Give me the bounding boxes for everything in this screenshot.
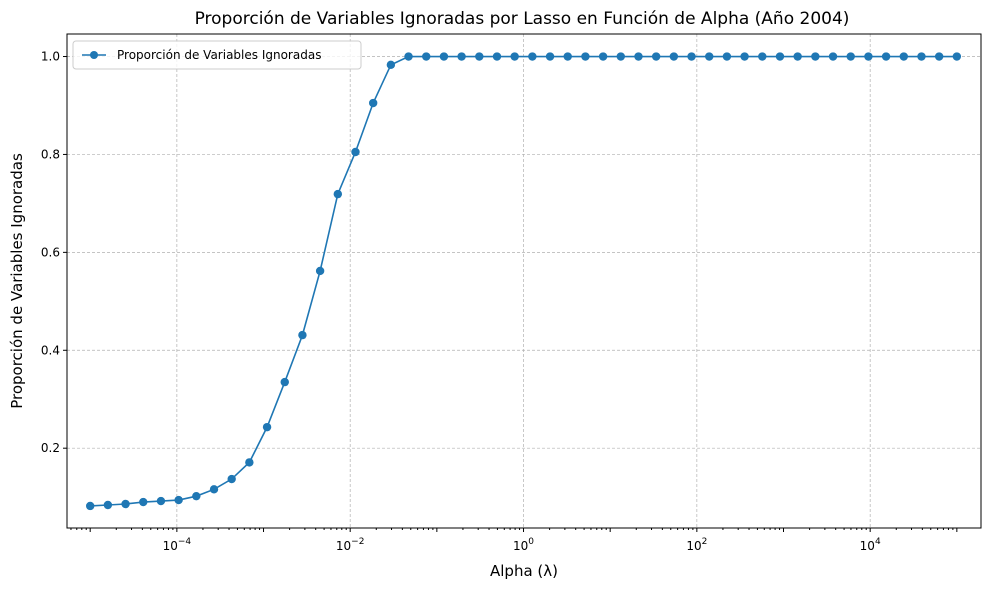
data-point — [298, 330, 307, 340]
data-point — [280, 377, 289, 387]
data-point — [881, 52, 891, 61]
data-point — [952, 52, 962, 61]
data-point — [563, 52, 572, 61]
y-tick-label: 1.0 — [41, 50, 60, 64]
x-tick-label: 102 — [686, 537, 707, 553]
data-point — [740, 52, 749, 61]
y-tick-label: 0.8 — [41, 147, 60, 161]
data-point — [811, 52, 820, 61]
data-point — [828, 52, 838, 61]
data-point — [227, 474, 236, 484]
data-point — [386, 60, 396, 70]
data-point — [439, 52, 449, 61]
data-point — [598, 52, 608, 61]
data-point — [245, 458, 254, 467]
data-point — [209, 485, 219, 494]
y-axis-label: Proporción de Variables Ignoradas — [8, 153, 26, 409]
legend: Proporción de Variables Ignoradas — [72, 40, 362, 70]
data-point — [581, 52, 590, 61]
data-point — [492, 52, 502, 61]
data-point — [758, 52, 767, 61]
data-point — [545, 52, 555, 61]
data-point — [510, 52, 519, 61]
data-point — [174, 495, 183, 505]
y-tick-label: 0.4 — [41, 343, 60, 357]
x-tick-label: 10−4 — [163, 537, 192, 553]
data-point — [793, 52, 802, 61]
data-point — [917, 52, 926, 61]
axis-ticks: 10−4 10−2 100 102 104 0.2 0.4 0.6 0.8 1.0 — [41, 50, 958, 553]
data-point — [457, 52, 466, 61]
data-point — [775, 52, 785, 61]
data-point — [846, 52, 855, 61]
x-axis-label: Alpha (λ) — [490, 562, 558, 580]
data-point — [262, 422, 272, 432]
data-point — [616, 52, 625, 61]
data-point — [139, 497, 148, 507]
data-point — [404, 52, 413, 61]
data-point — [687, 52, 696, 61]
data-point — [651, 52, 661, 61]
data-point — [669, 52, 679, 61]
data-point — [85, 501, 95, 511]
x-tick-label: 10−2 — [336, 537, 365, 553]
legend-marker-swatch — [90, 51, 98, 59]
x-tick-label: 100 — [513, 537, 534, 553]
data-point — [315, 266, 325, 276]
chart-title: Proporción de Variables Ignoradas por La… — [195, 9, 850, 29]
data-point — [634, 52, 643, 61]
data-point — [156, 496, 166, 506]
x-tick-label: 104 — [860, 537, 881, 553]
data-point — [368, 98, 378, 108]
y-tick-label: 0.2 — [41, 441, 60, 455]
data-point — [899, 52, 908, 61]
data-point — [121, 499, 130, 509]
data-point — [192, 491, 201, 501]
data-point — [333, 189, 343, 199]
legend-box — [72, 40, 362, 70]
data-point — [705, 52, 714, 61]
data-point — [864, 52, 873, 61]
data-point — [528, 52, 537, 61]
data-point — [422, 52, 431, 61]
data-point — [351, 147, 360, 157]
legend-label: Proporción de Variables Ignoradas — [117, 48, 321, 62]
series-layer — [85, 52, 962, 511]
y-tick-label: 0.6 — [41, 245, 60, 259]
data-point — [475, 52, 484, 61]
data-point — [103, 500, 113, 510]
data-point — [722, 52, 732, 61]
data-point — [934, 52, 944, 61]
